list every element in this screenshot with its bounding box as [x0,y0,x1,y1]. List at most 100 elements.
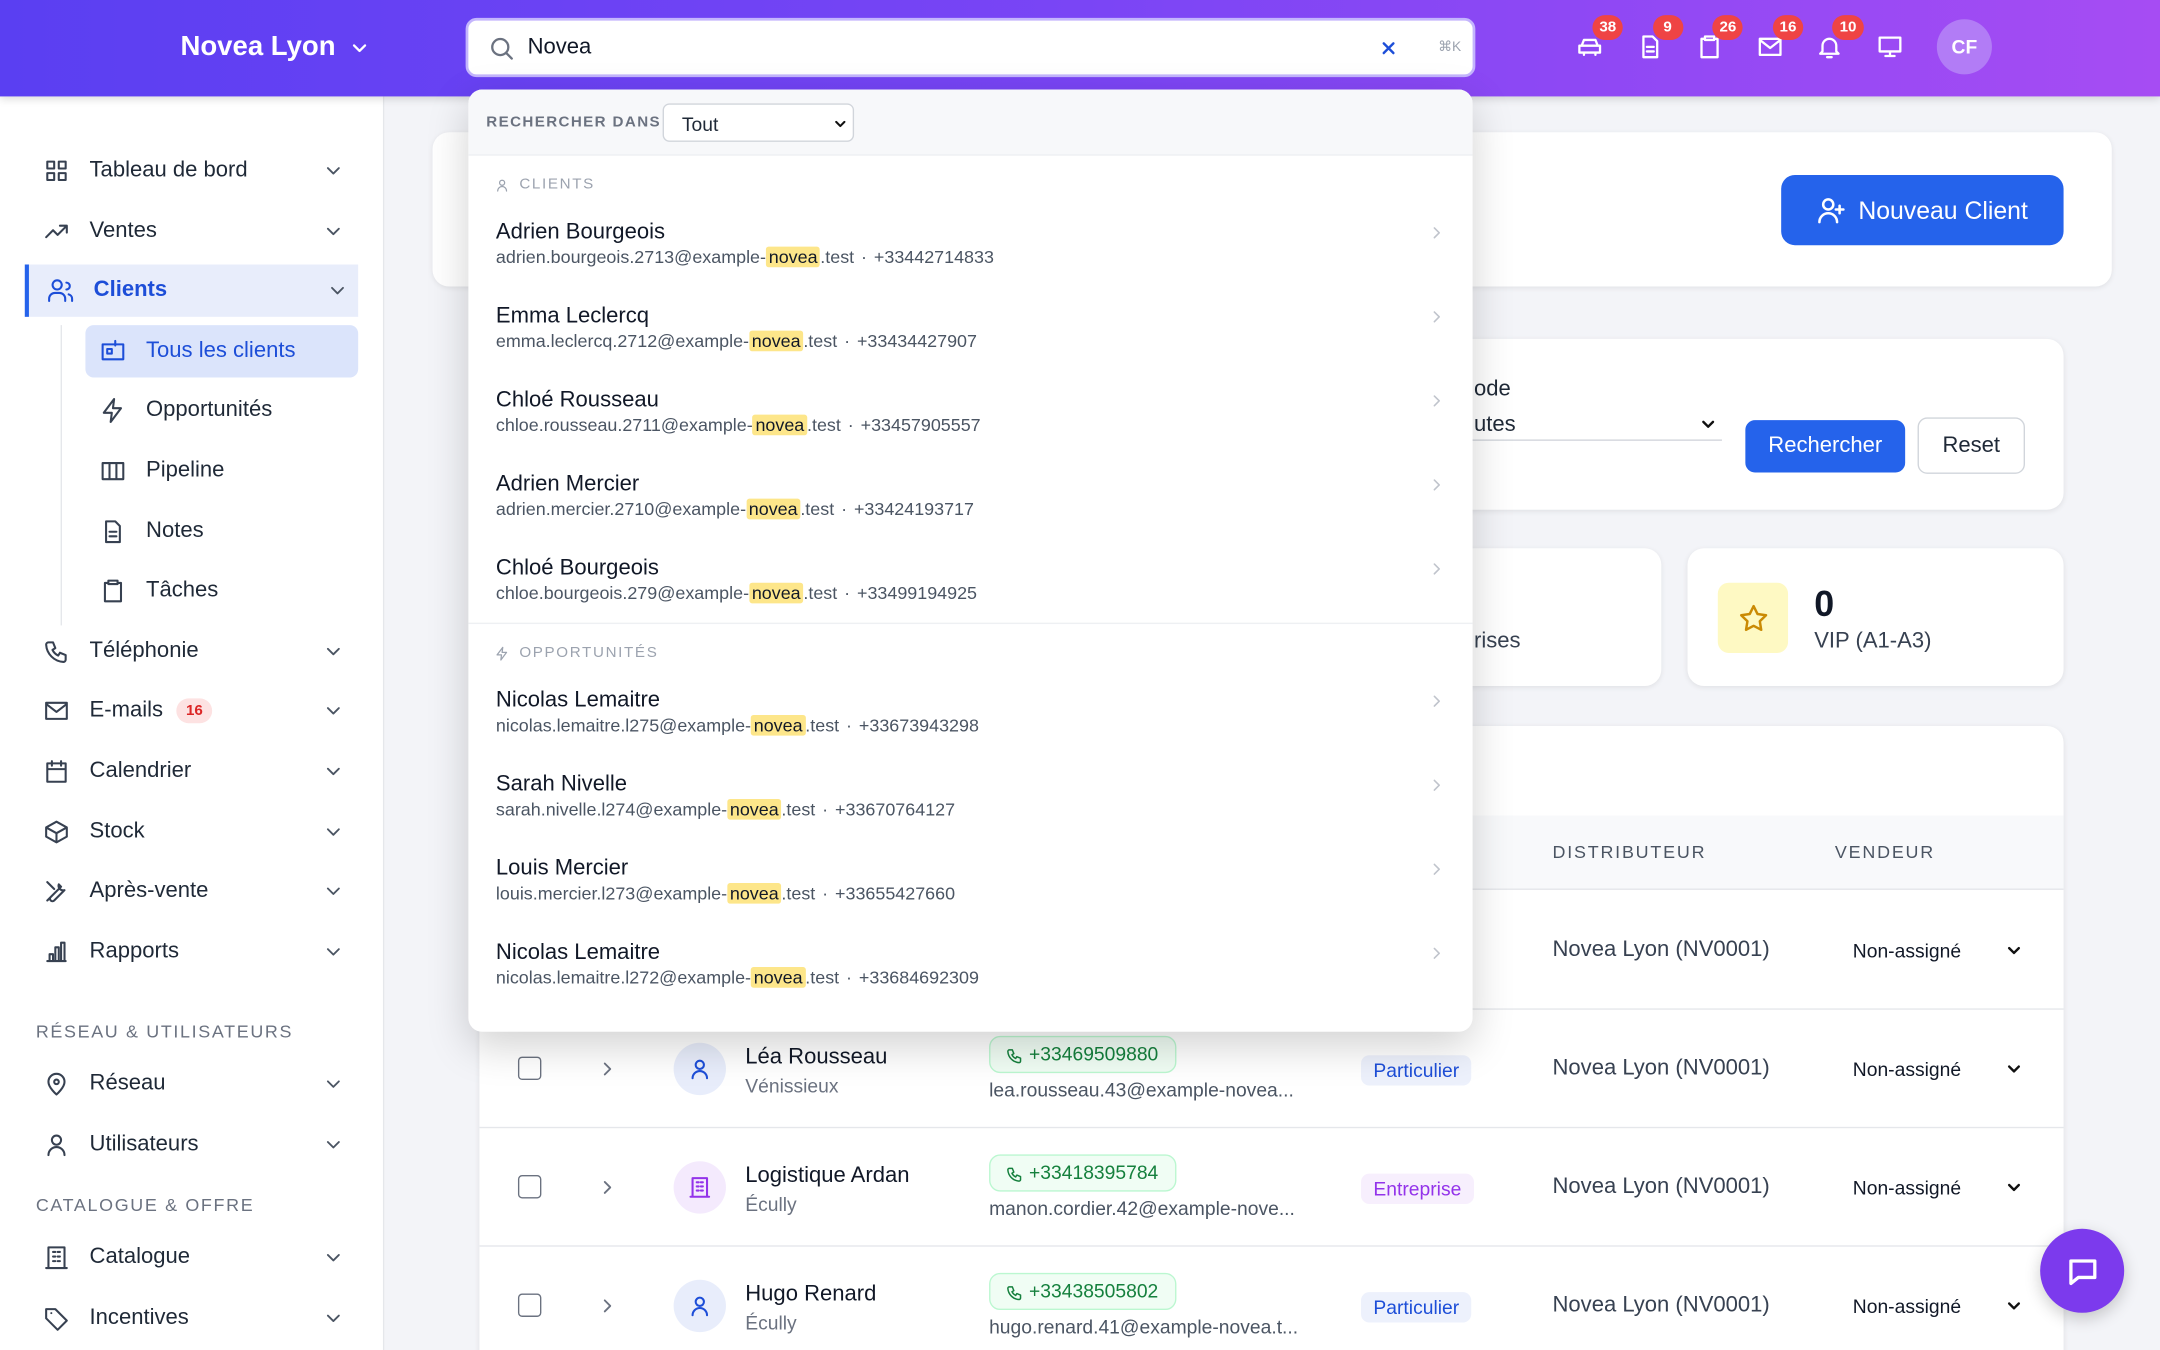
icon-path [46,760,67,783]
icon [1819,37,1841,59]
result-name: Sarah Nivelle [495,772,628,797]
search-result[interactable]: Chloé Bourgeois chloe.bourgeois.279@examp… [468,539,1472,623]
table-row[interactable]: Logistique Ardan Écully +33418395784 manon.… [479,1128,2064,1247]
icon [326,767,340,776]
icon-path [689,1177,711,1198]
phone-pill[interactable]: +33469509880 [989,1035,1177,1074]
dropdown-toolbar [468,89,1473,156]
sidebar-item[interactable]: E-mails 16 [25,685,358,737]
result-phone: +33442714833 [873,246,994,268]
icon-path [1878,36,1902,58]
highlight: novea [749,330,804,352]
icon-path [1700,35,1719,59]
scope-select[interactable]: Tout [662,103,855,142]
sidebar-subitem[interactable]: Tous les clients [85,324,359,378]
search-result[interactable]: Chloé Rousseau chloe.rousseau.2711@exampl… [468,371,1472,455]
group-title: CLIENTS [519,176,595,193]
client-city: Écully [745,1311,797,1334]
sidebar-item[interactable]: Après-vente [25,865,358,917]
item-label: Catalogue [89,1245,191,1270]
search-result[interactable]: Louis Mercier louis.mercier.l273@example-… [468,839,1472,923]
group-title: OPPORTUNITÉS [519,644,659,662]
search-result[interactable]: Adrien Mercier adrien.mercier.2710@exampl… [468,455,1472,539]
icon-path [1702,420,1715,428]
sidebar-subitem[interactable]: Opportunités [85,385,358,437]
table-row[interactable]: Léa Rousseau Vénissieux +33469509880 lea.ro… [479,1010,2064,1129]
badge: 9 [1652,15,1683,40]
sidebar-item[interactable]: Calendrier [25,745,358,797]
tree-line [60,324,62,626]
result-phone: +33684692309 [858,967,979,988]
search-result[interactable]: Adrien Bourgeois adrien.bourgeois.2713@ex… [468,202,1472,286]
search-result[interactable]: Nicolas Lemaitre nicolas.lemaitre.l272@ex… [468,923,1472,1007]
subitem-label: Pipeline [146,458,225,483]
new-client-button[interactable]: Nouveau Client [1781,174,2064,246]
header-icon-button[interactable]: 26 [1688,15,1744,69]
email-part: adrien.bourgeois.2713@example- [495,246,766,268]
result-meta: nicolas.lemaitre.l275@example-novea .test… [496,714,979,737]
icon [1818,197,1845,223]
sidebar-item[interactable]: Réseau [25,1058,358,1110]
header-icon-button[interactable]: 38 [1568,15,1624,69]
search-result[interactable]: Sarah Nivelle sarah.nivelle.l274@example-… [468,755,1472,839]
client-email: manon.cordier.42@example-nove... [989,1197,1295,1220]
distributor: Novea Lyon (NV0001) [1552,938,1770,962]
search-dropdown: RECHERCHER DANS Tout CLIENTS Adrien Bourgeo… [468,89,1473,1032]
sidebar-item[interactable]: Rapports [25,925,358,977]
icon [1702,420,1715,428]
checkbox[interactable] [517,1293,542,1317]
sidebar-item[interactable]: Ventes [25,205,358,257]
subitem-label: Notes [146,518,204,543]
search-result[interactable]: Nicolas Lemaitre nicolas.lemaitre.l275@ex… [468,671,1472,755]
checkbox[interactable] [517,1056,542,1080]
header-icon-button[interactable]: 9 [1628,15,1683,69]
search-box[interactable]: Novea ⌘K [465,17,1476,78]
sidebar-item[interactable]: Incentives [25,1292,358,1344]
result-name: Adrien Bourgeois [495,220,666,244]
icon [101,462,125,481]
icon [45,641,67,663]
checkbox[interactable] [517,1175,542,1199]
sidebar-subitem[interactable]: Tâches [85,565,358,617]
icon [1878,36,1902,58]
result-meta: chloe.bourgeois.279@example-novea .test · +… [496,582,977,605]
icon [103,579,123,603]
phone-pill[interactable]: +33438505802 [989,1272,1177,1311]
icon [1758,37,1782,57]
email-part: .test [807,414,841,436]
sidebar-item[interactable]: Tableau de bord [25,145,358,197]
group-divider [468,622,1473,625]
icon [495,646,507,660]
search-button[interactable]: Rechercher [1745,420,1906,473]
sidebar-item[interactable]: Téléphonie [25,625,358,677]
header-icon-button[interactable] [1868,25,1912,69]
avatar[interactable]: CF [1936,19,1992,75]
button-label: Nouveau Client [1858,196,2028,224]
table-row[interactable]: Hugo Renard Écully +33438505802 hugo.renard… [479,1247,2063,1350]
reset-button[interactable]: Reset [1917,417,2025,474]
filter-select[interactable] [1460,408,1722,441]
icon-path [495,646,507,660]
sidebar-item[interactable]: Clients [24,264,359,318]
sidebar-subitem[interactable]: Notes [85,505,358,557]
sidebar-item[interactable]: Catalogue [25,1232,358,1284]
icon-path [105,519,121,543]
icon [46,941,67,962]
badge: 16 [176,698,213,724]
icon [101,339,125,361]
icon [326,1254,340,1262]
sidebar-subitem[interactable]: Pipeline [85,445,358,497]
search-result[interactable]: Emma Leclercq emma.leclercq.2712@example-… [468,287,1472,371]
phone-number: +33469509880 [1029,1042,1159,1065]
sidebar-item[interactable]: Stock [25,805,358,857]
header-icon-button[interactable]: 16 [1748,15,1804,69]
icon [1433,863,1440,875]
email-part: sarah.nivelle.l274@example- [495,798,728,820]
header-icon-button[interactable]: 10 [1808,15,1864,69]
chat-button[interactable] [2040,1228,2125,1313]
client-email: hugo.renard.41@example-novea.t... [989,1315,1299,1338]
phone-pill[interactable]: +33418395784 [989,1154,1177,1192]
sidebar-item[interactable]: Utilisateurs [25,1118,358,1170]
